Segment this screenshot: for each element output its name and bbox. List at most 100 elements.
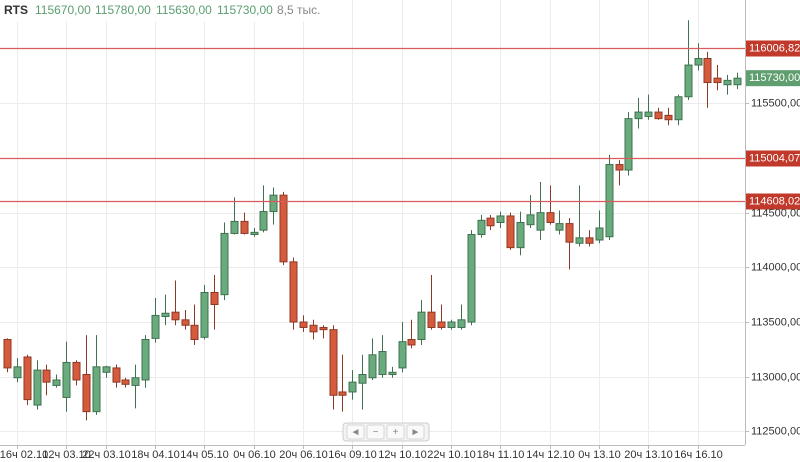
header-bg (0, 0, 320, 22)
level-label-box (746, 40, 800, 57)
candle-body (605, 164, 614, 238)
candle-body (477, 219, 486, 236)
candle-body (457, 319, 466, 328)
candle-body (259, 211, 268, 231)
nav-button[interactable] (346, 424, 365, 440)
candle-body (269, 194, 278, 213)
ticker: RTS (4, 3, 28, 17)
candle-body (23, 356, 32, 401)
x-tick-label: 12ч 10.10 (378, 449, 427, 461)
close-label: 115730,00 (217, 3, 273, 17)
candle-body (42, 369, 51, 383)
y-tick-label: 114500,00 (751, 207, 800, 219)
nav-button-label[interactable]: + (393, 427, 399, 438)
x-tick-label: 20ч 13.10 (624, 449, 673, 461)
nav-button-label[interactable]: − (373, 427, 379, 438)
candle-body (407, 338, 416, 346)
candle-body (624, 118, 633, 171)
candle-body (654, 111, 663, 120)
x-tick-label: 18ч 11.10 (477, 449, 525, 461)
candle-body (319, 326, 328, 331)
nav-button[interactable] (366, 424, 385, 440)
candle-body (467, 234, 476, 323)
candle-body (417, 311, 426, 340)
y-tick-label: 115500,00 (751, 97, 800, 109)
candle-body (358, 373, 367, 384)
x-tick-label: 14ч 05.10 (180, 449, 229, 461)
candle-body (664, 114, 673, 121)
level-label-box (746, 193, 800, 210)
candle-body (299, 321, 308, 328)
candle-body (388, 371, 397, 375)
candle-body (555, 223, 564, 231)
last-price-box (746, 70, 800, 87)
candle-body (486, 217, 495, 227)
candle-body (506, 215, 515, 249)
x-tick-label: 0ч 06.10 (233, 449, 275, 461)
candle-body (92, 366, 101, 413)
nav-bar: ◄ − + ► (342, 422, 430, 442)
candle-body (437, 321, 446, 328)
last-price-label: 115730,00 (749, 72, 800, 84)
candle-body (171, 311, 180, 321)
candle-body (585, 237, 594, 244)
candle-body (200, 291, 209, 338)
candle-body (378, 351, 387, 375)
candle-body (713, 77, 722, 84)
candle-body (565, 223, 574, 243)
x-tick-label: 20ч 06.10 (279, 449, 328, 461)
y-tick-label: 113500,00 (751, 316, 800, 328)
candle-body (279, 194, 288, 263)
candle-body (644, 111, 653, 117)
candles (3, 20, 742, 421)
candle-body (575, 237, 584, 244)
candle-body (240, 220, 249, 234)
candle-body (161, 312, 170, 318)
x-tick-label: 22ч 03.10 (82, 449, 131, 461)
candle-body (526, 214, 535, 226)
candle-body (82, 373, 91, 413)
candle-body (33, 369, 42, 406)
candle-body (536, 212, 545, 231)
candle-body (516, 222, 525, 249)
level-label-box (746, 150, 800, 167)
level-label: 116006,82 (749, 42, 800, 54)
y-tick-label: 113000,00 (751, 371, 800, 383)
candle-body (141, 338, 150, 381)
candle-body (112, 367, 121, 383)
candle-body (52, 379, 61, 386)
candle-body (309, 324, 318, 333)
candle-body (546, 212, 555, 223)
candle-body (398, 341, 407, 369)
nav-button-label[interactable]: ◄ (351, 427, 361, 438)
nav-button[interactable] (386, 424, 405, 440)
x-tick-label: 16ч 16.10 (674, 449, 723, 461)
candle-body (102, 366, 111, 373)
level-label: 115004,07 (749, 152, 800, 164)
candle-body (427, 311, 436, 328)
candle-body (723, 79, 732, 86)
candle-body (289, 261, 298, 323)
candle-body (329, 329, 338, 396)
x-tick-label: 14ч 12.10 (526, 449, 575, 461)
candle-body (3, 338, 12, 369)
nav-button[interactable] (406, 424, 425, 440)
open-label: 115670,00 (35, 3, 91, 17)
candle-body (634, 111, 643, 120)
candle-body (348, 381, 357, 393)
x-tick-label: 12ч 03.10 (42, 449, 91, 461)
volume-label: 8,5 тыс. (277, 3, 320, 17)
candle-body (368, 354, 377, 379)
x-tick-label: 16ч 09.10 (328, 449, 377, 461)
low-label: 115630,00 (156, 3, 212, 17)
candle-body (338, 391, 347, 396)
candle-body (131, 377, 140, 386)
high-label: 115780,00 (95, 3, 151, 17)
candle-body (694, 57, 703, 66)
nav-button-label[interactable]: ► (411, 427, 421, 438)
candle-body (674, 96, 683, 121)
candle-body (703, 57, 712, 84)
y-tick-label: 112500,00 (751, 425, 800, 437)
